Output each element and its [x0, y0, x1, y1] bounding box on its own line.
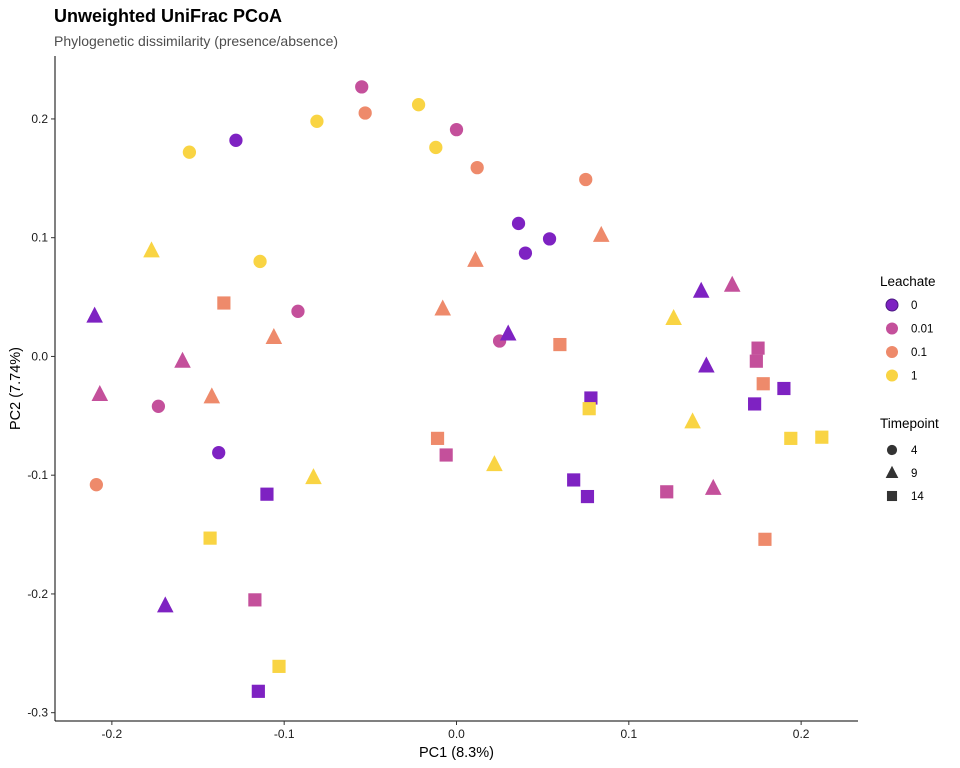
data-point-leachate-1-t4 — [411, 98, 426, 112]
y-axis-title: PC2 (7.74%) — [8, 347, 24, 430]
data-point-leachate-0_01-t4 — [291, 304, 305, 318]
x-tick-label: -0.2 — [102, 727, 123, 741]
data-point-leachate-0-t4 — [518, 246, 533, 260]
data-point-leachate-0_1-t4 — [89, 478, 103, 492]
data-point-leachate-0_01-t9 — [723, 275, 741, 292]
leachate-legend-key — [886, 369, 898, 382]
data-point-leachate-0_01-t14 — [439, 448, 453, 462]
y-tick-label: -0.2 — [27, 587, 48, 601]
data-point-leachate-0-t14 — [748, 397, 762, 411]
y-tick-label: 0.0 — [31, 349, 48, 363]
data-point-leachate-0-t4 — [212, 445, 226, 460]
timepoint-legend-key-triangle-icon — [885, 465, 899, 479]
data-point-leachate-1-t9 — [486, 455, 503, 472]
data-point-leachate-0-t4 — [511, 216, 526, 231]
data-point-leachate-0_01-t9 — [91, 385, 109, 402]
data-point-leachate-0_1-t14 — [756, 377, 770, 391]
chart-subtitle: Phylogenetic dissimilarity (presence/abs… — [54, 33, 339, 49]
data-point-leachate-1-t14 — [203, 531, 217, 545]
leachate-legend-label: 0 — [911, 300, 917, 312]
data-point-leachate-0-t9 — [499, 324, 517, 341]
data-point-leachate-1-t14 — [784, 431, 798, 445]
leachate-legend-label: 0.1 — [911, 347, 927, 359]
data-point-leachate-0_1-t14 — [217, 296, 231, 310]
data-point-leachate-1-t9 — [665, 309, 682, 326]
data-point-leachate-0_01-t4 — [355, 80, 369, 94]
y-ticks: -0.3 -0.2 -0.1 0.0 0.1 0.2 — [27, 112, 55, 720]
data-point-leachate-1-t14 — [272, 659, 286, 673]
x-tick-label: 0.0 — [448, 727, 465, 741]
chart-title: Unweighted UniFrac PCoA — [54, 6, 283, 26]
data-point-leachate-1-t4 — [310, 114, 324, 128]
data-point-leachate-1-t14 — [815, 430, 829, 444]
data-point-leachate-0_01-t9 — [174, 351, 191, 368]
data-point-leachate-0_01-t14 — [248, 593, 262, 607]
leachate-legend-label: 1 — [911, 371, 917, 383]
timepoint-legend-key-square-icon — [886, 490, 898, 502]
data-point-leachate-1-t4 — [253, 254, 267, 269]
data-point-leachate-0_1-t9 — [265, 328, 283, 345]
data-point-leachate-0_1-t14 — [553, 337, 567, 352]
data-point-leachate-1-t4 — [182, 145, 197, 159]
leachate-legend-key — [886, 322, 898, 335]
data-point-leachate-0_1-t4 — [470, 160, 484, 175]
leachate-legend-key — [885, 298, 899, 312]
data-point-leachate-0_1-t14 — [758, 532, 772, 546]
data-point-leachate-0-t14 — [584, 391, 598, 405]
data-point-leachate-0-t14 — [251, 684, 265, 698]
data-point-leachate-0_1-t9 — [592, 225, 610, 242]
timepoint-legend-label: 14 — [911, 491, 924, 503]
data-point-leachate-0_1-t14 — [430, 431, 445, 445]
x-tick-label: -0.1 — [274, 727, 295, 741]
data-point-leachate-0-t9 — [692, 281, 710, 298]
timepoint-legend: Timepoint 4 9 14 — [880, 416, 939, 503]
data-point-leachate-0_1-t9 — [434, 299, 452, 316]
data-point-leachate-0_01-t14 — [749, 354, 763, 368]
data-point-leachate-0-t4 — [229, 133, 243, 147]
data-point-leachate-0_01-t4 — [151, 399, 166, 413]
data-point-leachate-0-t14 — [260, 487, 274, 501]
data-point-leachate-0_01-t9 — [704, 478, 722, 495]
leachate-legend-key — [886, 346, 898, 358]
data-point-leachate-0_01-t14 — [751, 341, 765, 355]
y-tick-label: 0.1 — [31, 231, 48, 245]
y-tick-label: 0.2 — [31, 112, 48, 126]
data-point-leachate-0-t4 — [542, 232, 557, 246]
timepoint-legend-label: 4 — [911, 445, 918, 457]
data-point-leachate-0-t14 — [777, 381, 791, 396]
data-points — [86, 80, 829, 698]
y-tick-label: -0.1 — [27, 468, 48, 482]
x-tick-label: 0.1 — [620, 727, 637, 741]
data-point-leachate-0-t14 — [580, 489, 595, 504]
data-point-leachate-1-t9 — [305, 468, 322, 485]
data-point-leachate-1-t9 — [684, 412, 701, 429]
leachate-legend: Leachate 0 0.01 0.1 1 — [880, 274, 936, 383]
data-point-leachate-0-t14 — [567, 473, 581, 487]
data-point-leachate-0_1-t4 — [358, 106, 372, 120]
data-point-leachate-0-t9 — [156, 596, 174, 613]
data-point-leachate-0-t9 — [86, 306, 103, 323]
x-ticks: -0.2 -0.1 0.0 0.1 0.2 — [102, 721, 810, 741]
data-point-leachate-0_1-t4 — [579, 172, 593, 187]
data-point-leachate-1-t4 — [429, 140, 443, 155]
data-point-leachate-0_01-t4 — [449, 122, 464, 137]
data-point-leachate-0_1-t9 — [203, 387, 221, 404]
data-point-leachate-0-t9 — [698, 356, 715, 373]
data-point-leachate-1-t9 — [143, 241, 160, 258]
data-point-leachate-1-t14 — [582, 402, 596, 416]
timepoint-legend-label: 9 — [911, 468, 917, 480]
leachate-legend-label: 0.01 — [911, 324, 933, 336]
x-tick-label: 0.2 — [793, 727, 810, 741]
data-point-leachate-0_1-t9 — [467, 250, 484, 267]
leachate-legend-title: Leachate — [880, 274, 936, 289]
x-axis-title: PC1 (8.3%) — [419, 745, 494, 761]
data-point-leachate-0_01-t14 — [660, 485, 674, 499]
timepoint-legend-key-circle-icon — [886, 444, 898, 456]
axes-group — [54, 56, 858, 722]
timepoint-legend-title: Timepoint — [880, 416, 939, 431]
y-tick-label: -0.3 — [27, 706, 48, 720]
